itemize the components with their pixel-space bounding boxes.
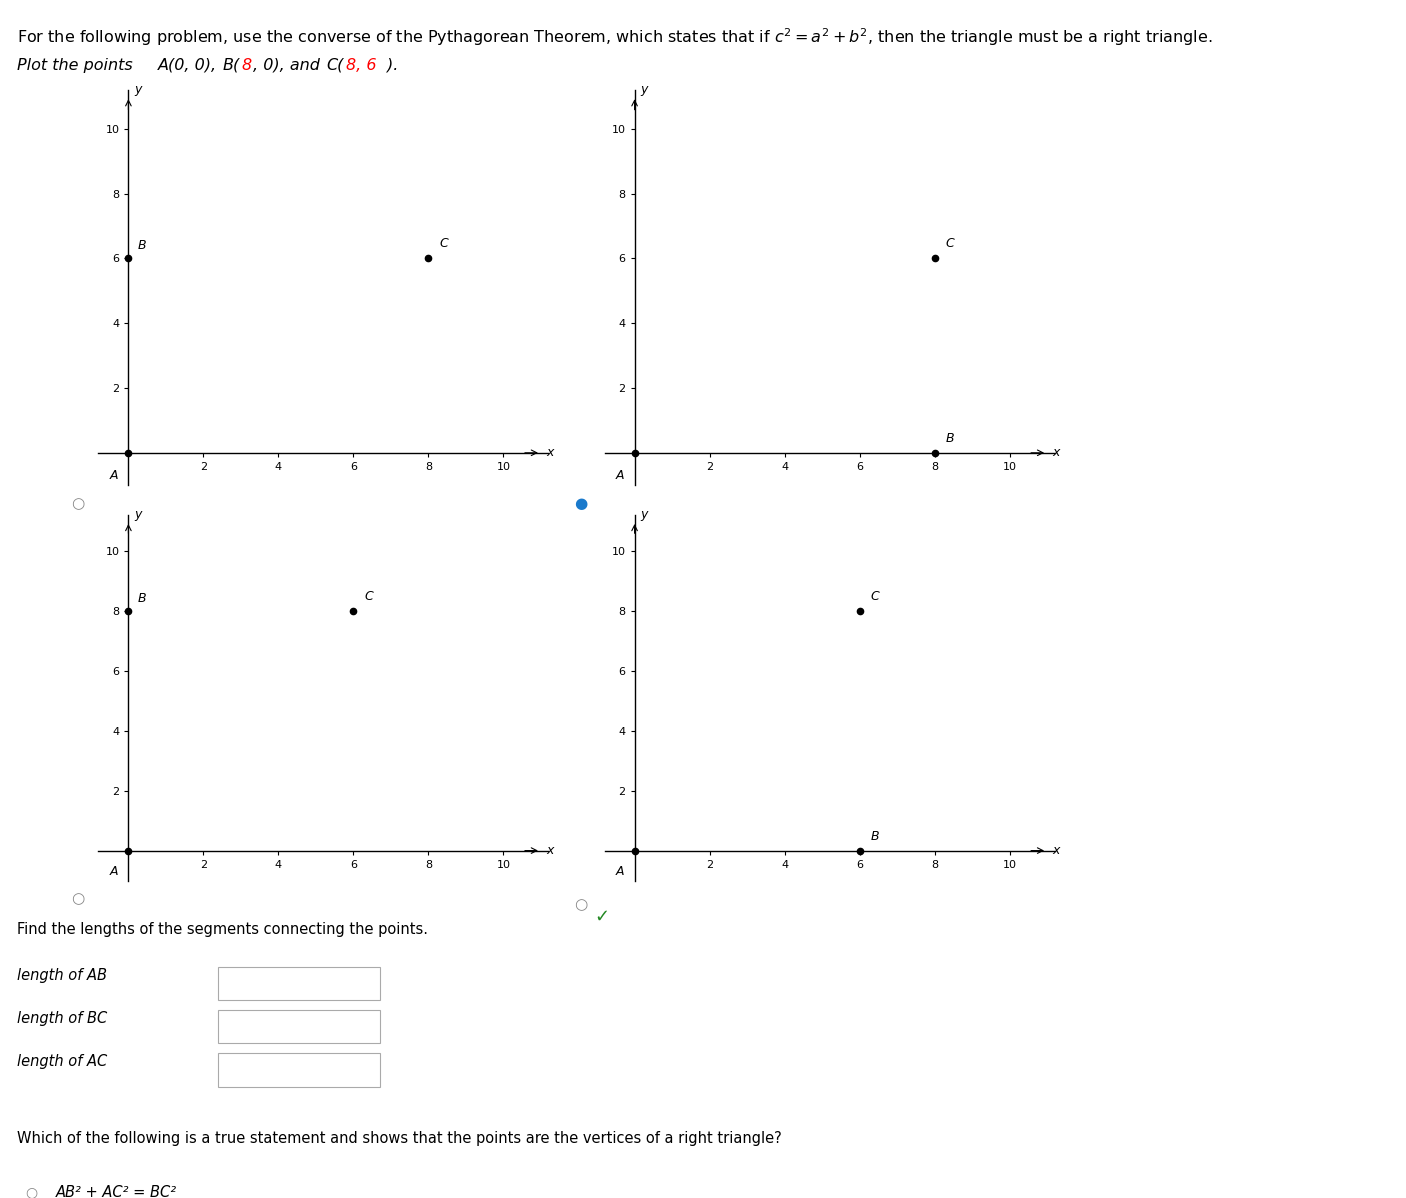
Text: y: y: [640, 84, 648, 96]
Text: ●: ●: [574, 496, 588, 510]
Text: C: C: [364, 591, 374, 604]
Text: A: A: [616, 865, 624, 877]
Text: x: x: [547, 845, 554, 857]
Text: ○: ○: [25, 1185, 38, 1198]
Text: B: B: [138, 592, 146, 605]
Text: length of BC: length of BC: [17, 1011, 107, 1027]
Text: length of AC: length of AC: [17, 1054, 107, 1070]
Text: ○: ○: [574, 897, 588, 912]
Text: y: y: [134, 508, 142, 521]
Text: C: C: [946, 237, 955, 250]
Text: ○: ○: [70, 891, 84, 906]
Text: 8, 6: 8, 6: [346, 58, 377, 73]
Text: A: A: [110, 468, 118, 482]
Text: Find the lengths of the segments connecting the points.: Find the lengths of the segments connect…: [17, 922, 427, 938]
Text: C(: C(: [326, 58, 343, 73]
Text: x: x: [547, 447, 554, 459]
Text: B: B: [138, 238, 146, 252]
Text: AB² + AC² = BC²: AB² + AC² = BC²: [56, 1185, 177, 1198]
Text: ○: ○: [70, 496, 84, 510]
Text: C: C: [870, 591, 880, 604]
Text: B: B: [870, 830, 879, 843]
Text: B(: B(: [222, 58, 239, 73]
Text: Plot the points: Plot the points: [17, 58, 143, 73]
Text: x: x: [1053, 845, 1060, 857]
Text: y: y: [640, 508, 648, 521]
Text: x: x: [1053, 447, 1060, 459]
Text: y: y: [134, 84, 142, 96]
Text: A(0, 0),: A(0, 0),: [157, 58, 222, 73]
Text: C: C: [440, 237, 449, 250]
Text: , 0), and: , 0), and: [253, 58, 325, 73]
Text: B: B: [946, 431, 955, 444]
Text: Which of the following is a true statement and shows that the points are the ver: Which of the following is a true stateme…: [17, 1131, 782, 1146]
Text: For the following problem, use the converse of the Pythagorean Theorem, which st: For the following problem, use the conve…: [17, 26, 1212, 48]
Text: ✓: ✓: [595, 907, 609, 926]
Text: length of AB: length of AB: [17, 968, 107, 984]
Text: ).: ).: [387, 58, 398, 73]
Text: A: A: [110, 865, 118, 877]
Text: A: A: [616, 468, 624, 482]
Text: 8: 8: [242, 58, 252, 73]
